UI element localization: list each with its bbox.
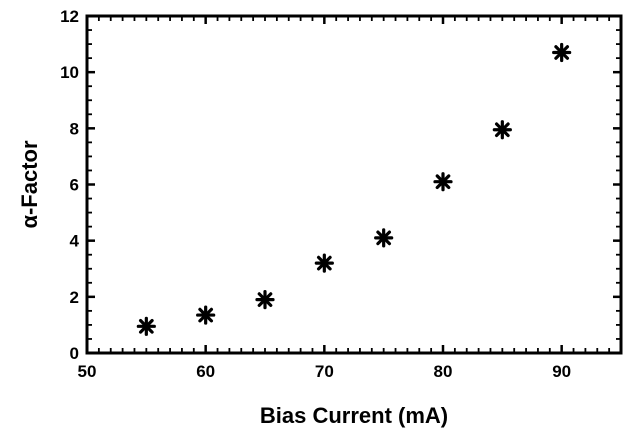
data-point [374, 228, 394, 248]
y-tick-label: 10 [60, 63, 79, 82]
data-point [433, 172, 453, 192]
y-tick-label: 0 [70, 344, 79, 363]
marker-stroke [257, 292, 273, 308]
marker-stroke [198, 307, 214, 323]
x-tick-label: 80 [434, 362, 453, 381]
x-tick-label: 50 [78, 362, 97, 381]
y-tick-label: 8 [70, 119, 79, 138]
data-point [492, 120, 512, 140]
x-tick-label: 90 [552, 362, 571, 381]
marker-stroke [376, 230, 392, 246]
marker-stroke [138, 318, 154, 334]
data-point [136, 316, 156, 336]
data-point [255, 290, 275, 310]
y-tick-labels: 0 2 4 6 8 10 12 [60, 7, 79, 363]
x-tick-label: 60 [196, 362, 215, 381]
x-axis-label: Bias Current (mA) [260, 403, 448, 428]
y-axis-label: α-Factor [17, 140, 42, 229]
data-point [196, 305, 216, 325]
marker-stroke [316, 255, 332, 271]
marker-stroke [554, 45, 570, 60]
axis-ticks [85, 14, 622, 355]
marker-stroke [435, 174, 451, 190]
y-tick-label: 6 [70, 176, 79, 195]
marker-stroke [494, 122, 510, 138]
y-tick-label: 4 [70, 232, 80, 251]
data-point [314, 253, 334, 273]
y-tick-label: 12 [60, 7, 79, 26]
y-tick-label: 2 [70, 288, 79, 307]
data-point [552, 42, 572, 63]
data-points [136, 42, 572, 336]
plot-frame [85, 14, 623, 355]
x-tick-labels: 50 60 70 80 90 [78, 362, 572, 381]
x-tick-label: 70 [315, 362, 334, 381]
